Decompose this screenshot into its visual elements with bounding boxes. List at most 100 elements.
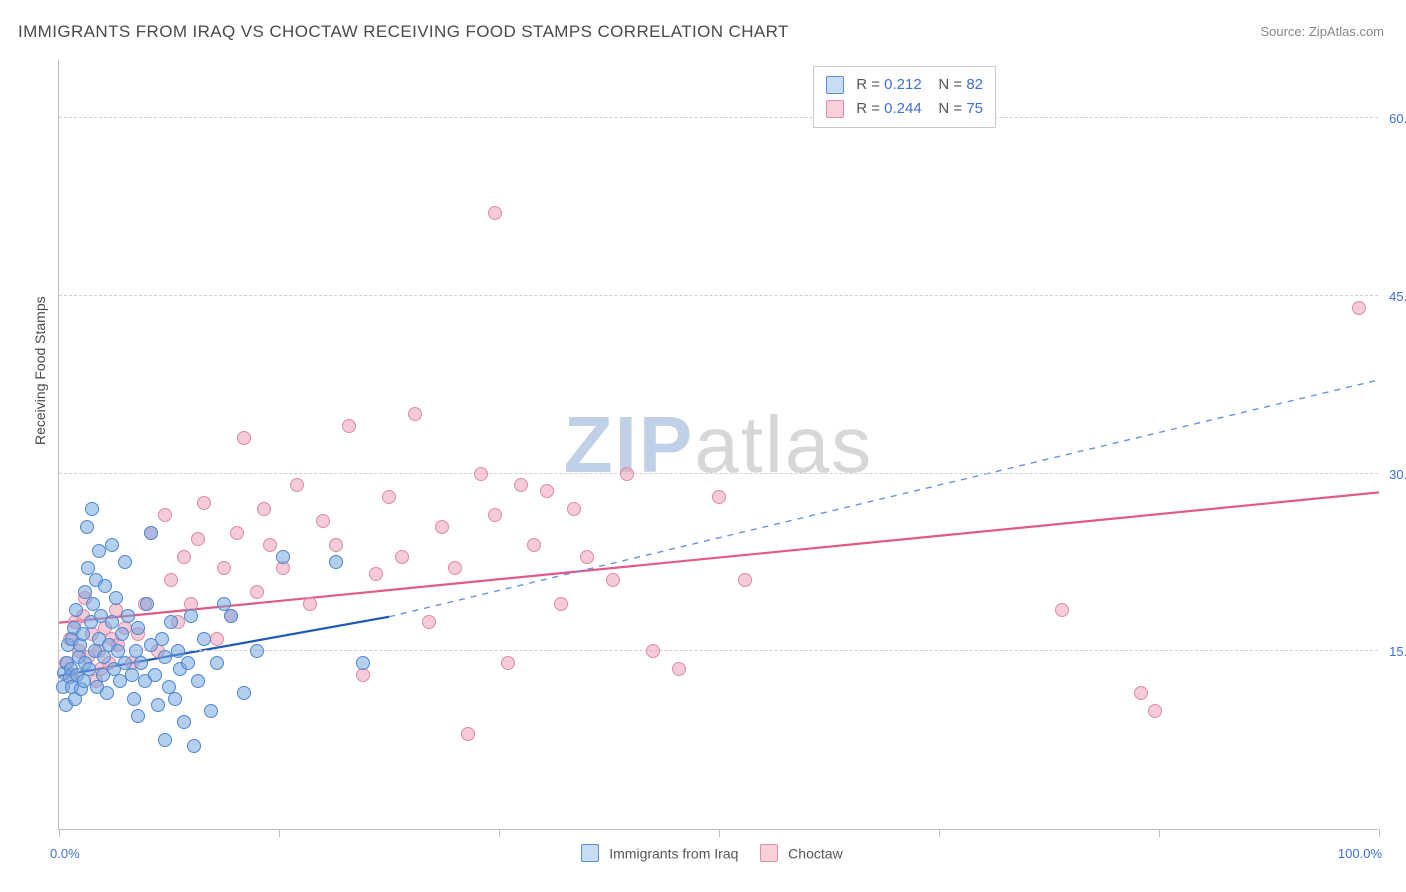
x-tick (1159, 829, 1160, 837)
correlation-legend: R = 0.212 N = 82 R = 0.244 N = 75 (813, 66, 996, 128)
data-point (197, 632, 211, 646)
data-point (408, 407, 422, 421)
data-point (540, 484, 554, 498)
data-point (115, 627, 129, 641)
r-value: 0.244 (884, 100, 922, 117)
data-point (69, 603, 83, 617)
data-point (606, 573, 620, 587)
data-point (158, 733, 172, 747)
data-point (210, 656, 224, 670)
data-point (224, 609, 238, 623)
x-tick (279, 829, 280, 837)
data-point (85, 502, 99, 516)
data-point (738, 573, 752, 587)
data-point (290, 478, 304, 492)
series-legend: Immigrants from Iraq Choctaw (0, 844, 1406, 862)
legend-label-1: Immigrants from Iraq (609, 845, 738, 861)
r-label: R = (856, 76, 880, 93)
legend-label-2: Choctaw (788, 845, 842, 861)
data-point (184, 609, 198, 623)
data-point (100, 686, 114, 700)
data-point (164, 615, 178, 629)
data-point (177, 715, 191, 729)
data-point (171, 644, 185, 658)
data-point (316, 514, 330, 528)
data-point (712, 490, 726, 504)
data-point (501, 656, 515, 670)
x-tick (499, 829, 500, 837)
data-point (461, 727, 475, 741)
data-point (134, 656, 148, 670)
data-point (1134, 686, 1148, 700)
data-point (448, 561, 462, 575)
data-point (82, 662, 96, 676)
data-point (155, 632, 169, 646)
data-point (395, 550, 409, 564)
data-point (369, 567, 383, 581)
n-label: N = (938, 100, 962, 117)
gridline (59, 295, 1378, 296)
data-point (191, 674, 205, 688)
r-value: 0.212 (884, 76, 922, 93)
data-point (474, 467, 488, 481)
data-point (140, 597, 154, 611)
data-point (127, 692, 141, 706)
swatch-series-2 (826, 100, 844, 118)
data-point (435, 520, 449, 534)
data-point (250, 585, 264, 599)
data-point (131, 709, 145, 723)
data-point (204, 704, 218, 718)
data-point (144, 526, 158, 540)
data-point (125, 668, 139, 682)
data-point (187, 739, 201, 753)
data-point (73, 638, 87, 652)
y-tick-label: 30.0% (1389, 467, 1406, 482)
data-point (329, 538, 343, 552)
n-value: 75 (966, 100, 983, 117)
data-point (1352, 301, 1366, 315)
data-point (646, 644, 660, 658)
swatch-series-1 (826, 76, 844, 94)
scatter-plot-area: ZIPatlas 15.0%30.0%45.0%60.0% (58, 60, 1378, 830)
data-point (250, 644, 264, 658)
trendlines-layer (59, 60, 1379, 830)
data-point (237, 686, 251, 700)
data-point (210, 632, 224, 646)
data-point (342, 419, 356, 433)
data-point (191, 532, 205, 546)
data-point (382, 490, 396, 504)
data-point (158, 508, 172, 522)
data-point (1055, 603, 1069, 617)
correlation-row-2: R = 0.244 N = 75 (826, 97, 983, 121)
data-point (514, 478, 528, 492)
y-tick-label: 15.0% (1389, 644, 1406, 659)
data-point (131, 621, 145, 635)
data-point (151, 698, 165, 712)
data-point (303, 597, 317, 611)
data-point (230, 526, 244, 540)
y-axis-title: Receiving Food Stamps (32, 296, 48, 445)
data-point (356, 656, 370, 670)
data-point (580, 550, 594, 564)
data-point (121, 609, 135, 623)
data-point (177, 550, 191, 564)
n-value: 82 (966, 76, 983, 93)
data-point (329, 555, 343, 569)
data-point (105, 615, 119, 629)
data-point (158, 650, 172, 664)
data-point (257, 502, 271, 516)
data-point (92, 544, 106, 558)
swatch-series-1 (581, 844, 599, 862)
data-point (148, 668, 162, 682)
data-point (80, 520, 94, 534)
x-tick (939, 829, 940, 837)
data-point (672, 662, 686, 676)
data-point (164, 573, 178, 587)
gridline (59, 473, 1378, 474)
data-point (237, 431, 251, 445)
data-point (488, 508, 502, 522)
data-point (422, 615, 436, 629)
data-point (197, 496, 211, 510)
x-tick (719, 829, 720, 837)
data-point (620, 467, 634, 481)
